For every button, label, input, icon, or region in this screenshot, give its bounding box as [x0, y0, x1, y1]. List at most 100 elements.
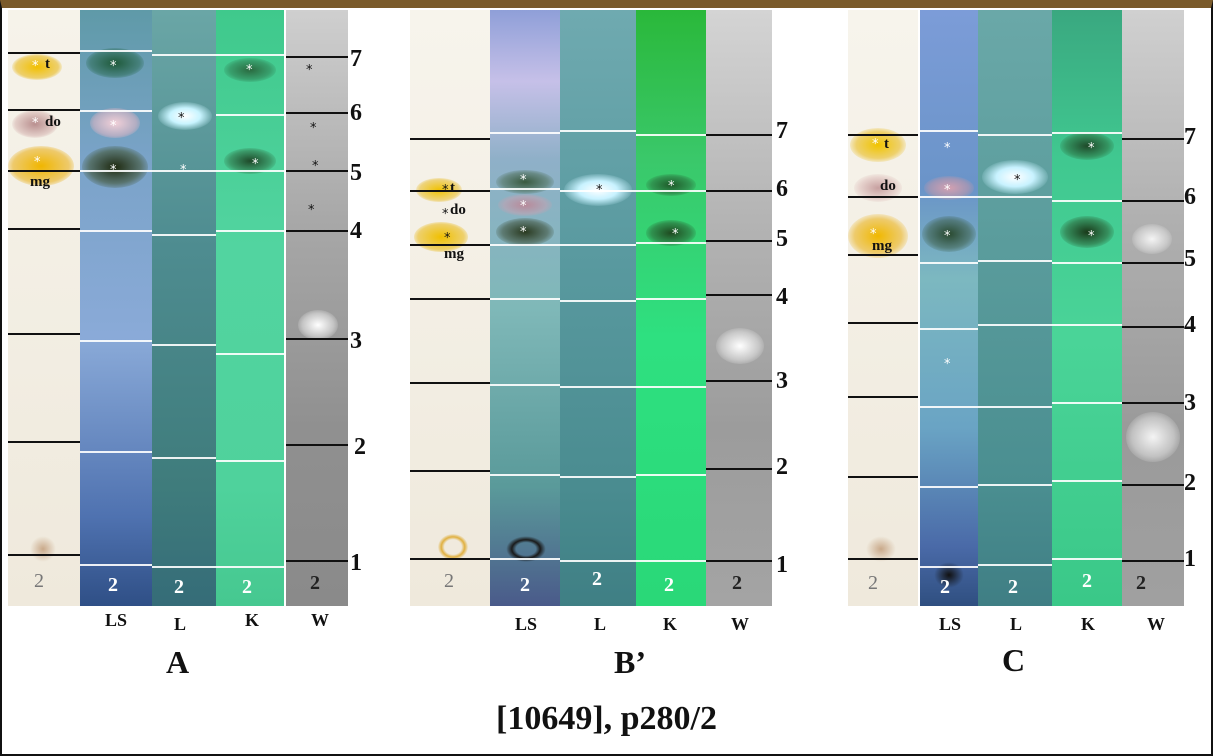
dark-green-spot	[86, 48, 144, 78]
marker-5: 5	[1184, 246, 1196, 272]
spot-star: *	[34, 155, 41, 170]
spot-star: *	[110, 119, 117, 134]
lane-label-k: K	[662, 614, 677, 634]
marker-3: 3	[350, 328, 362, 354]
lane-ls: * * * * 2	[920, 10, 978, 606]
pink-spot	[90, 108, 140, 138]
spot-star: *	[872, 137, 879, 152]
marker-4: 4	[350, 218, 362, 244]
spot-star: *	[178, 111, 185, 126]
lane-label-ls: LS	[104, 610, 128, 630]
lane-number: 2	[1136, 572, 1146, 594]
light-spot	[1132, 224, 1172, 254]
dark-spot	[496, 218, 554, 246]
marker-6: 6	[1184, 184, 1196, 210]
lane-k: * * 2	[636, 10, 706, 606]
spot-label-t: t	[884, 136, 889, 152]
lane-label-w: W	[731, 614, 749, 634]
yellow-spot-mg	[848, 214, 908, 258]
dark-spot	[646, 220, 696, 246]
paper-strip: * t do * mg 2	[848, 10, 918, 606]
dark-spot	[82, 146, 148, 188]
lane-number: 2	[592, 568, 602, 590]
spot-star: *	[672, 227, 679, 242]
spot-star: *	[944, 357, 951, 372]
light-spot	[298, 310, 338, 340]
marker-1: 1	[350, 550, 362, 576]
marker-2: 2	[1184, 470, 1196, 496]
lane-w: 2	[706, 10, 772, 606]
spot-star: *	[306, 63, 313, 78]
marker-1: 1	[776, 552, 788, 578]
yellow-spot-t	[12, 54, 62, 80]
spot-star: *	[944, 141, 951, 156]
marker-6: 6	[776, 176, 788, 202]
spot-star: *	[110, 59, 117, 74]
light-spot	[716, 328, 764, 364]
lane-label-w: W	[311, 610, 329, 630]
origin-dark-ring	[506, 536, 546, 562]
origin-spot	[866, 536, 896, 562]
spot-star: *	[32, 116, 39, 131]
bright-cyan-spot	[158, 102, 212, 130]
spot-star: *	[944, 183, 951, 198]
lane-label-k: K	[1080, 614, 1095, 634]
dark-spot	[224, 58, 276, 82]
lane-label-ls: LS	[514, 614, 538, 634]
yellow-spot-mg	[8, 146, 74, 186]
marker-7: 7	[350, 46, 362, 72]
spot-star: *	[944, 229, 951, 244]
spot-star: *	[246, 63, 253, 78]
lane-ls: * * * 2	[80, 10, 152, 606]
lane-label-l: L	[1009, 614, 1022, 634]
lane-number: 2	[108, 574, 118, 596]
pink-spot-do	[12, 110, 58, 138]
bright-cyan-spot	[982, 160, 1048, 194]
panel-label-b-prime: B’	[614, 644, 646, 680]
origin-spot	[438, 534, 468, 560]
lane-number: 2	[732, 572, 742, 594]
spot-star: *	[442, 207, 449, 222]
marker-1: 1	[1184, 546, 1196, 572]
panel-a: * t * do * mg 2 * * * 2 * *	[0, 0, 410, 756]
lane-number: 2	[1008, 576, 1018, 598]
lane-number: 2	[242, 576, 252, 598]
panel-label-a: A	[166, 644, 190, 680]
dark-spot	[1060, 216, 1114, 248]
lane-number: 2	[174, 576, 184, 598]
dark-spot	[496, 170, 554, 194]
lane-k: * * 2	[1052, 10, 1122, 606]
marker-6: 6	[350, 100, 362, 126]
spot-star: *	[520, 225, 527, 240]
light-spot	[1126, 412, 1180, 462]
spot-star: *	[870, 227, 877, 242]
lane-w: 2	[1122, 10, 1184, 606]
yellow-spot-mg	[414, 222, 468, 252]
spot-label-do: do	[450, 202, 466, 218]
paper-strip: * t * do * mg 2	[410, 10, 490, 606]
lane-number: 2	[444, 570, 454, 592]
spot-label-do: do	[880, 178, 896, 194]
spot-label-mg: mg	[30, 174, 50, 190]
marker-2: 2	[776, 454, 788, 480]
lane-l: * 2	[978, 10, 1052, 606]
marker-3: 3	[776, 368, 788, 394]
spot-star: *	[520, 173, 527, 188]
spot-star: *	[252, 157, 259, 172]
spot-star: *	[1088, 229, 1095, 244]
dark-spot	[922, 216, 976, 252]
lane-number: 2	[664, 574, 674, 596]
figure-caption: [10649], p280/2	[496, 700, 717, 737]
spot-star: *	[312, 159, 319, 174]
marker-5: 5	[350, 160, 362, 186]
yellow-spot-t	[850, 128, 906, 162]
dark-spot	[1060, 132, 1114, 160]
spot-star: *	[310, 121, 317, 136]
marker-4: 4	[1184, 312, 1196, 338]
panel-c: * t do * mg 2 * * * * 2 *	[848, 0, 1213, 756]
spot-label-mg: mg	[444, 246, 464, 262]
spot-label-do: do	[45, 114, 61, 130]
spot-star: *	[444, 231, 451, 246]
marker-2: 2	[354, 434, 366, 460]
